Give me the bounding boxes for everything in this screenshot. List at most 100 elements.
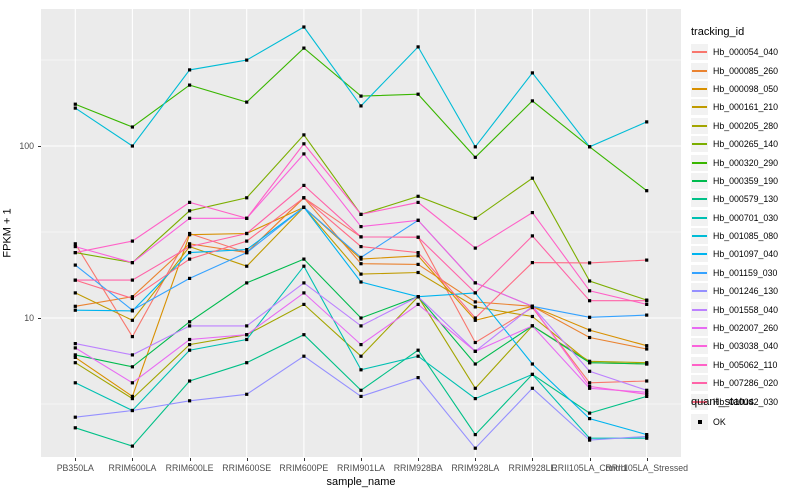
data-point (359, 257, 363, 261)
data-point (73, 353, 77, 357)
data-point (588, 335, 592, 340)
x-tick-label-RRIM600SE: RRIM600SE (222, 463, 272, 473)
data-point (473, 446, 477, 450)
legend-key-swatch (691, 283, 708, 300)
data-point (588, 289, 592, 293)
data-point (130, 296, 134, 300)
data-point (588, 381, 592, 385)
data-point (588, 386, 592, 390)
data-point (416, 262, 420, 266)
legend-item-label: Hb_003038_040 (713, 341, 779, 352)
data-point (473, 300, 477, 304)
data-point (130, 278, 134, 282)
data-point (302, 152, 306, 156)
data-point (245, 361, 249, 365)
legend-key-swatch (691, 80, 708, 97)
data-point (73, 415, 77, 419)
data-point (359, 280, 363, 284)
legend-key-swatch (691, 264, 708, 281)
legend-item-label: Hb_010042_030 (713, 396, 779, 407)
data-point (359, 343, 363, 347)
data-point (130, 408, 134, 413)
data-point (416, 254, 420, 258)
data-point (302, 264, 306, 268)
legend-item-label: Hb_000054_040 (713, 47, 779, 58)
x-tick-mark (246, 458, 248, 461)
data-point (416, 302, 420, 306)
data-point (530, 234, 534, 238)
data-point (359, 272, 363, 276)
x-tick-label-RRIM901LA: RRIM901LA (337, 463, 385, 473)
data-point (188, 242, 192, 246)
data-point (188, 233, 192, 237)
legend-key-swatch (691, 44, 708, 61)
legend-line-icon (692, 363, 707, 366)
data-point (188, 200, 192, 204)
data-point (473, 362, 477, 366)
legend-item-label: Hb_001558_040 (713, 304, 779, 315)
legend-item-label: Hb_002007_260 (713, 323, 779, 334)
data-point (645, 120, 649, 124)
data-point (302, 46, 306, 50)
data-point (302, 142, 306, 146)
data-point (188, 324, 192, 328)
legend-item-label: Hb_000085_260 (713, 65, 779, 76)
data-point (645, 347, 649, 351)
data-point (588, 361, 592, 365)
data-point (645, 436, 649, 440)
data-point (302, 291, 306, 295)
data-point (416, 354, 420, 358)
data-point (302, 205, 306, 209)
x-tick-label-RRII105LA_Control: RRII105LA_Control (551, 463, 628, 473)
legend-key-swatch (691, 228, 708, 245)
legend-key-swatch (691, 154, 708, 171)
data-point (359, 245, 363, 249)
data-point (645, 392, 649, 396)
legend-key-swatch (691, 320, 708, 337)
legend-line-icon (692, 271, 707, 274)
x-axis-title: sample_name (326, 476, 396, 488)
data-point (302, 302, 306, 306)
legend-key-swatch (691, 375, 708, 392)
legend-key-swatch (691, 356, 708, 373)
legend-line-icon (692, 179, 707, 182)
legend-item-label: Hb_000701_030 (713, 212, 779, 223)
data-point (359, 394, 363, 398)
data-point (73, 106, 77, 110)
legend-item-Hb_001246_130: Hb_001246_130 (691, 282, 799, 300)
legend-item-Hb_000085_260: Hb_000085_260 (691, 61, 799, 79)
legend-key-swatch (691, 338, 708, 355)
data-point (530, 211, 534, 215)
data-point (245, 324, 249, 328)
data-point (416, 194, 420, 198)
legend-item-Hb_000320_290: Hb_000320_290 (691, 153, 799, 171)
data-point (588, 145, 592, 149)
quant-legend-key (691, 414, 708, 431)
data-point (530, 176, 534, 180)
legend-item-label: Hb_000205_280 (713, 120, 779, 131)
data-point (302, 333, 306, 337)
data-point (473, 281, 477, 285)
legend-line-icon (692, 327, 707, 330)
data-point (530, 71, 534, 75)
legend-title: tracking_id (691, 26, 745, 38)
quant-legend-title: quant_status (691, 396, 754, 408)
data-point (416, 348, 420, 352)
data-point (645, 258, 649, 262)
data-point (359, 94, 363, 98)
legend-line-icon (692, 235, 707, 238)
data-point (188, 379, 192, 383)
data-point (73, 102, 77, 106)
data-point (130, 308, 134, 312)
legend-key-swatch (691, 393, 708, 410)
legend-item-label: Hb_000265_140 (713, 139, 779, 150)
data-point (359, 324, 363, 328)
data-point (645, 299, 649, 303)
data-point (473, 340, 477, 345)
data-point (473, 291, 477, 295)
legend-key-swatch (691, 99, 708, 116)
data-point (188, 245, 192, 249)
data-point (130, 394, 134, 398)
x-tick-mark (532, 458, 534, 461)
x-tick-mark (303, 458, 305, 461)
